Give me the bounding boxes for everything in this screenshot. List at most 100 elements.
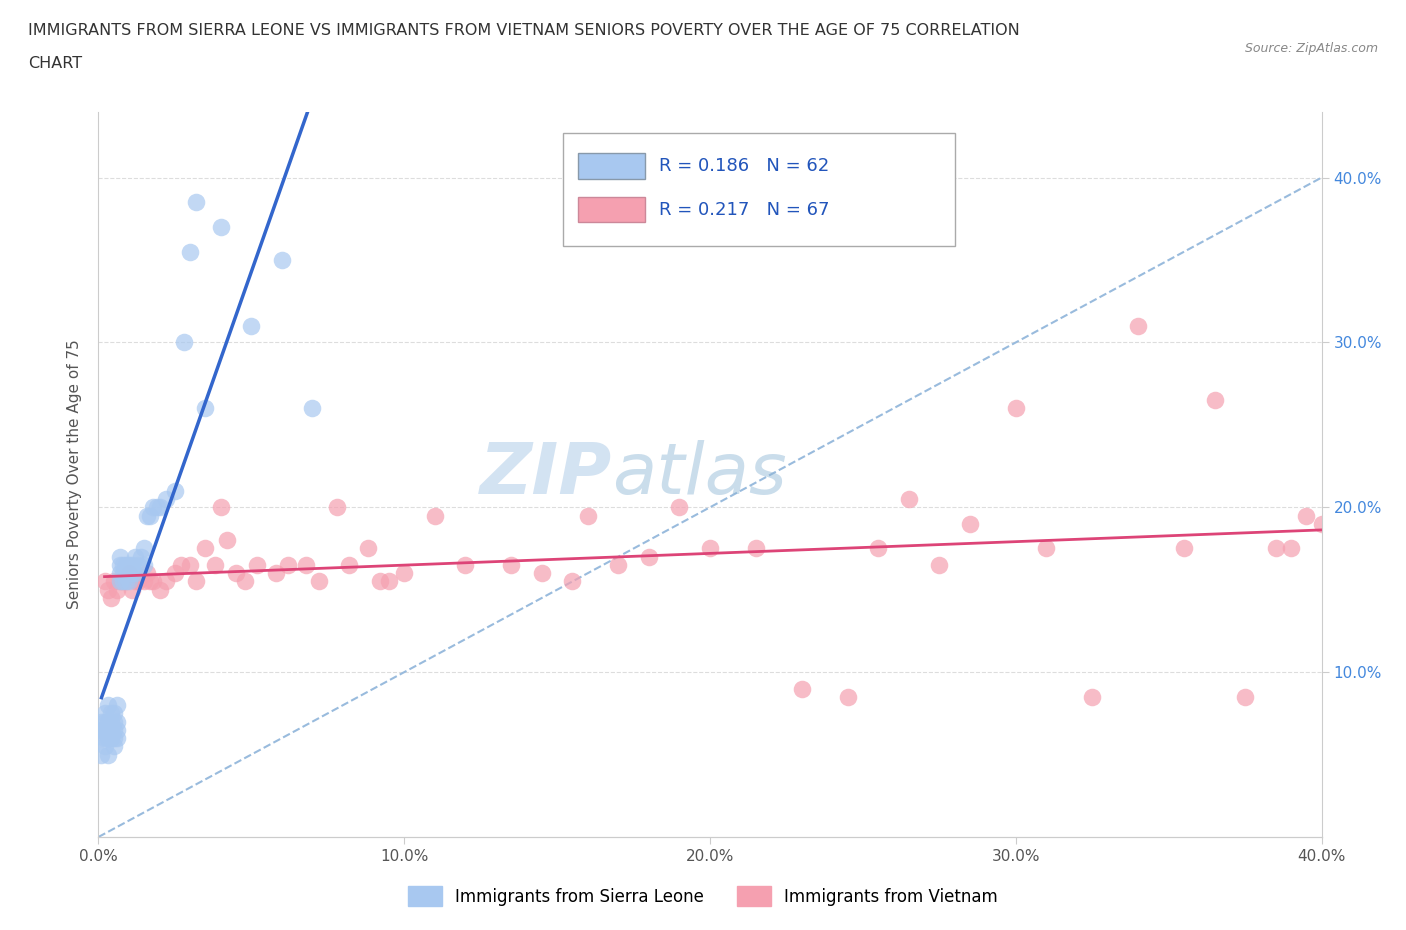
- FancyBboxPatch shape: [578, 153, 645, 179]
- Point: [337, 558, 360, 573]
- Point: [103, 731, 125, 746]
- Point: [423, 508, 446, 523]
- Point: [93, 731, 115, 746]
- Point: [93, 706, 115, 721]
- Text: CHART: CHART: [28, 56, 82, 71]
- Point: [1264, 541, 1286, 556]
- Point: [1234, 689, 1257, 704]
- Point: [607, 558, 630, 573]
- Point: [103, 723, 125, 737]
- Point: [1204, 392, 1226, 407]
- Point: [1310, 516, 1333, 531]
- Legend: Immigrants from Sierra Leone, Immigrants from Vietnam: Immigrants from Sierra Leone, Immigrants…: [402, 880, 1004, 912]
- Point: [170, 558, 193, 573]
- Point: [233, 574, 256, 589]
- Point: [105, 723, 128, 737]
- Point: [103, 706, 125, 721]
- Point: [501, 558, 523, 573]
- Point: [561, 574, 583, 589]
- Point: [264, 565, 287, 580]
- Point: [928, 558, 950, 573]
- Point: [93, 574, 115, 589]
- Point: [124, 574, 146, 589]
- Point: [105, 698, 128, 712]
- Point: [837, 689, 859, 704]
- Point: [93, 714, 115, 729]
- Point: [127, 574, 149, 589]
- Point: [103, 738, 125, 753]
- Point: [145, 499, 167, 514]
- Point: [1295, 508, 1317, 523]
- Point: [100, 731, 122, 746]
- Point: [326, 499, 349, 514]
- Point: [142, 499, 165, 514]
- Point: [179, 558, 201, 573]
- Point: [115, 574, 138, 589]
- Point: [127, 558, 149, 573]
- Point: [93, 723, 115, 737]
- Point: [136, 508, 159, 523]
- Text: ZIP: ZIP: [479, 440, 612, 509]
- Point: [277, 558, 299, 573]
- Point: [121, 582, 143, 597]
- Point: [246, 558, 269, 573]
- Point: [90, 731, 112, 746]
- Point: [105, 731, 128, 746]
- Point: [897, 492, 920, 507]
- Point: [378, 574, 401, 589]
- Point: [90, 714, 112, 729]
- Point: [959, 516, 981, 531]
- Point: [270, 253, 292, 268]
- Point: [530, 565, 553, 580]
- Point: [790, 681, 813, 696]
- Point: [121, 558, 143, 573]
- Point: [108, 574, 131, 589]
- Point: [105, 582, 128, 597]
- Point: [103, 574, 125, 589]
- Point: [97, 714, 120, 729]
- Text: atlas: atlas: [612, 440, 787, 509]
- Point: [215, 533, 238, 548]
- Point: [204, 558, 226, 573]
- Point: [454, 558, 477, 573]
- Point: [105, 714, 128, 729]
- Point: [163, 565, 186, 580]
- Point: [139, 508, 162, 523]
- Point: [576, 508, 599, 523]
- Point: [745, 541, 768, 556]
- Point: [209, 499, 232, 514]
- Point: [118, 565, 141, 580]
- Point: [124, 565, 146, 580]
- Point: [356, 541, 378, 556]
- Point: [139, 574, 162, 589]
- Point: [134, 574, 156, 589]
- Point: [97, 731, 120, 746]
- Point: [194, 401, 217, 416]
- Point: [1035, 541, 1057, 556]
- Point: [108, 565, 131, 580]
- Point: [1004, 401, 1026, 416]
- Point: [301, 401, 323, 416]
- Point: [149, 499, 172, 514]
- Point: [868, 541, 890, 556]
- Point: [118, 565, 141, 580]
- Point: [111, 558, 134, 573]
- Point: [194, 541, 217, 556]
- Point: [136, 565, 159, 580]
- Point: [186, 195, 208, 210]
- Point: [97, 582, 120, 597]
- Point: [111, 574, 134, 589]
- Text: R = 0.186   N = 62: R = 0.186 N = 62: [658, 157, 830, 175]
- Point: [699, 541, 721, 556]
- Point: [392, 565, 416, 580]
- Point: [240, 318, 263, 333]
- FancyBboxPatch shape: [564, 133, 955, 246]
- Point: [100, 706, 122, 721]
- Point: [93, 738, 115, 753]
- Point: [100, 591, 122, 605]
- Text: IMMIGRANTS FROM SIERRA LEONE VS IMMIGRANTS FROM VIETNAM SENIORS POVERTY OVER THE: IMMIGRANTS FROM SIERRA LEONE VS IMMIGRAN…: [28, 23, 1019, 38]
- Text: R = 0.217   N = 67: R = 0.217 N = 67: [658, 201, 830, 219]
- FancyBboxPatch shape: [578, 197, 645, 222]
- Point: [134, 541, 156, 556]
- Point: [97, 723, 120, 737]
